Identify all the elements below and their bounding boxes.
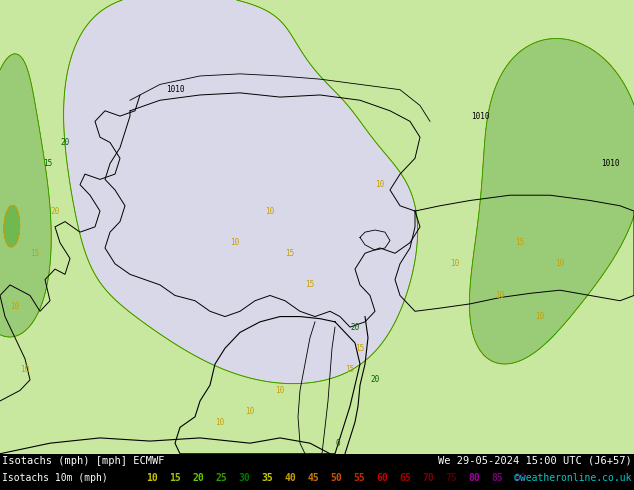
Text: 10: 10 xyxy=(275,386,285,395)
Text: 15: 15 xyxy=(306,280,314,290)
Text: We 29-05-2024 15:00 UTC (J6+57): We 29-05-2024 15:00 UTC (J6+57) xyxy=(438,456,632,466)
Text: 80: 80 xyxy=(468,473,480,483)
Text: 10: 10 xyxy=(375,180,385,189)
Text: 15: 15 xyxy=(346,365,354,374)
Text: 20: 20 xyxy=(370,375,380,384)
Text: 10: 10 xyxy=(230,238,240,247)
Text: 25: 25 xyxy=(215,473,227,483)
Text: 35: 35 xyxy=(261,473,273,483)
Text: 45: 45 xyxy=(307,473,319,483)
Text: 50: 50 xyxy=(330,473,342,483)
Text: 90: 90 xyxy=(514,473,526,483)
Text: 15: 15 xyxy=(356,343,365,353)
Text: ©weatheronline.co.uk: ©weatheronline.co.uk xyxy=(515,473,632,483)
Text: 15: 15 xyxy=(169,473,181,483)
Text: 15: 15 xyxy=(43,159,53,168)
Text: 10: 10 xyxy=(216,417,224,427)
Text: 70: 70 xyxy=(422,473,434,483)
Text: 20: 20 xyxy=(50,207,60,216)
Text: 60: 60 xyxy=(376,473,388,483)
Text: 20: 20 xyxy=(60,138,70,147)
Text: Isotachs 10m (mph): Isotachs 10m (mph) xyxy=(2,473,108,483)
Text: Isotachs (mph) [mph] ECMWF: Isotachs (mph) [mph] ECMWF xyxy=(2,456,164,466)
Text: 10: 10 xyxy=(10,301,20,311)
Text: 10: 10 xyxy=(450,259,460,269)
Text: 15: 15 xyxy=(515,238,524,247)
Text: 10: 10 xyxy=(535,312,545,321)
Text: 15: 15 xyxy=(30,249,39,258)
Text: 1010: 1010 xyxy=(601,159,619,168)
Text: 20: 20 xyxy=(351,322,359,332)
Text: 10: 10 xyxy=(146,473,158,483)
Text: 10: 10 xyxy=(20,365,30,374)
Text: 1010: 1010 xyxy=(165,85,184,94)
Text: 65: 65 xyxy=(399,473,411,483)
Text: 75: 75 xyxy=(445,473,457,483)
Text: 20: 20 xyxy=(192,473,204,483)
Text: 10: 10 xyxy=(245,407,255,416)
Text: 10: 10 xyxy=(495,291,505,300)
Text: 10: 10 xyxy=(555,259,565,269)
Text: 10: 10 xyxy=(266,207,275,216)
Text: 30: 30 xyxy=(238,473,250,483)
Text: 40: 40 xyxy=(284,473,296,483)
Text: 15: 15 xyxy=(285,249,295,258)
Text: 0: 0 xyxy=(335,439,340,448)
Text: 55: 55 xyxy=(353,473,365,483)
Text: 1010: 1010 xyxy=(471,112,489,121)
Text: 85: 85 xyxy=(491,473,503,483)
